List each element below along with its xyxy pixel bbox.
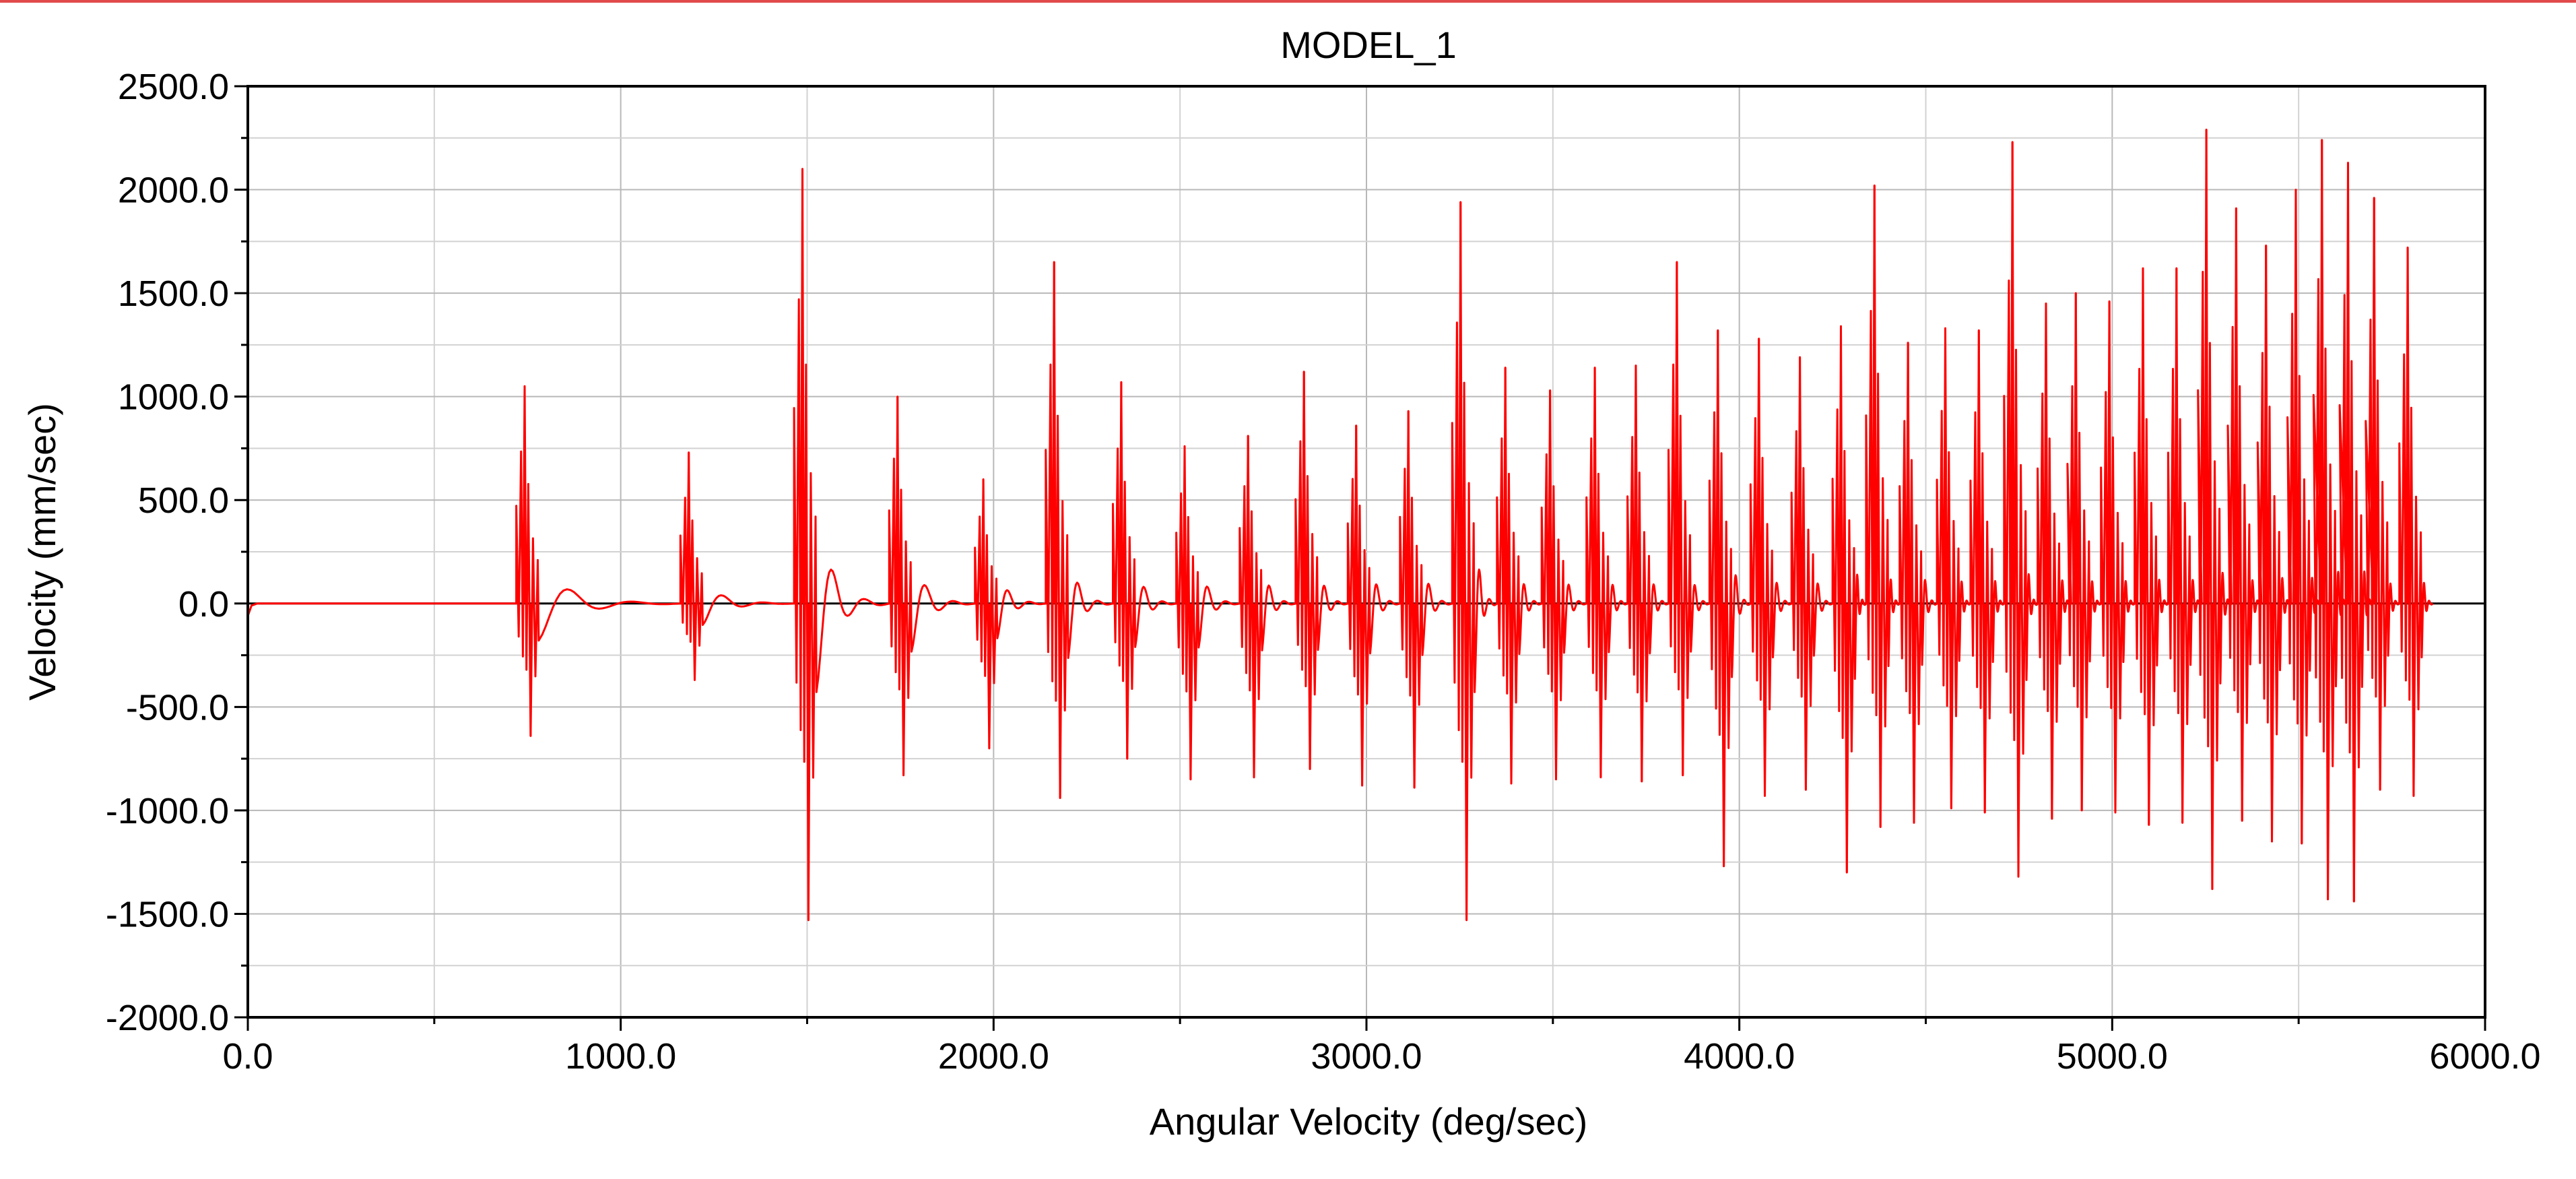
- x-axis-title: Angular Velocity (deg/sec): [1150, 1100, 1588, 1143]
- y-tick-label: -500.0: [126, 687, 229, 728]
- x-tick-label: 5000.0: [2057, 1036, 2168, 1077]
- x-axis-ticks: 0.0 1000.0 2000.0 3000.0 4000.0 5000.0 6000.0: [222, 1017, 2541, 1077]
- y-tick-label: -1500.0: [106, 894, 229, 934]
- x-tick-label: 2000.0: [938, 1036, 1049, 1077]
- x-tick-label: 1000.0: [565, 1036, 676, 1077]
- y-tick-label: 0.0: [178, 584, 229, 625]
- y-tick-label: 1500.0: [118, 274, 229, 314]
- y-tick-label: 500.0: [138, 480, 229, 521]
- x-tick-label: 3000.0: [1311, 1036, 1422, 1077]
- x-tick-label: 6000.0: [2429, 1036, 2540, 1077]
- series-group: [246, 129, 2434, 922]
- x-tick-label: 0.0: [222, 1036, 273, 1077]
- y-tick-label: 2500.0: [118, 67, 229, 107]
- y-tick-label: 2000.0: [118, 170, 229, 211]
- y-axis-title: Velocity (mm/sec): [21, 403, 63, 701]
- y-tick-label: -2000.0: [106, 998, 229, 1038]
- grid-lines: [248, 86, 2485, 1017]
- y-tick-label: -1000.0: [106, 791, 229, 831]
- x-tick-label: 4000.0: [1684, 1036, 1795, 1077]
- series-line-0: [246, 129, 2434, 922]
- y-axis-ticks: 2500.0 2000.0 1500.0 1000.0 500.0 0.0 -500.0 -1…: [106, 67, 248, 1038]
- y-tick-label: 1000.0: [118, 377, 229, 418]
- chart-svg: MODEL_1 2500.0 2000.0 1500.0 1000.0 500.0 0.0…: [21, 24, 2541, 1143]
- chart-title: MODEL_1: [1280, 24, 1456, 66]
